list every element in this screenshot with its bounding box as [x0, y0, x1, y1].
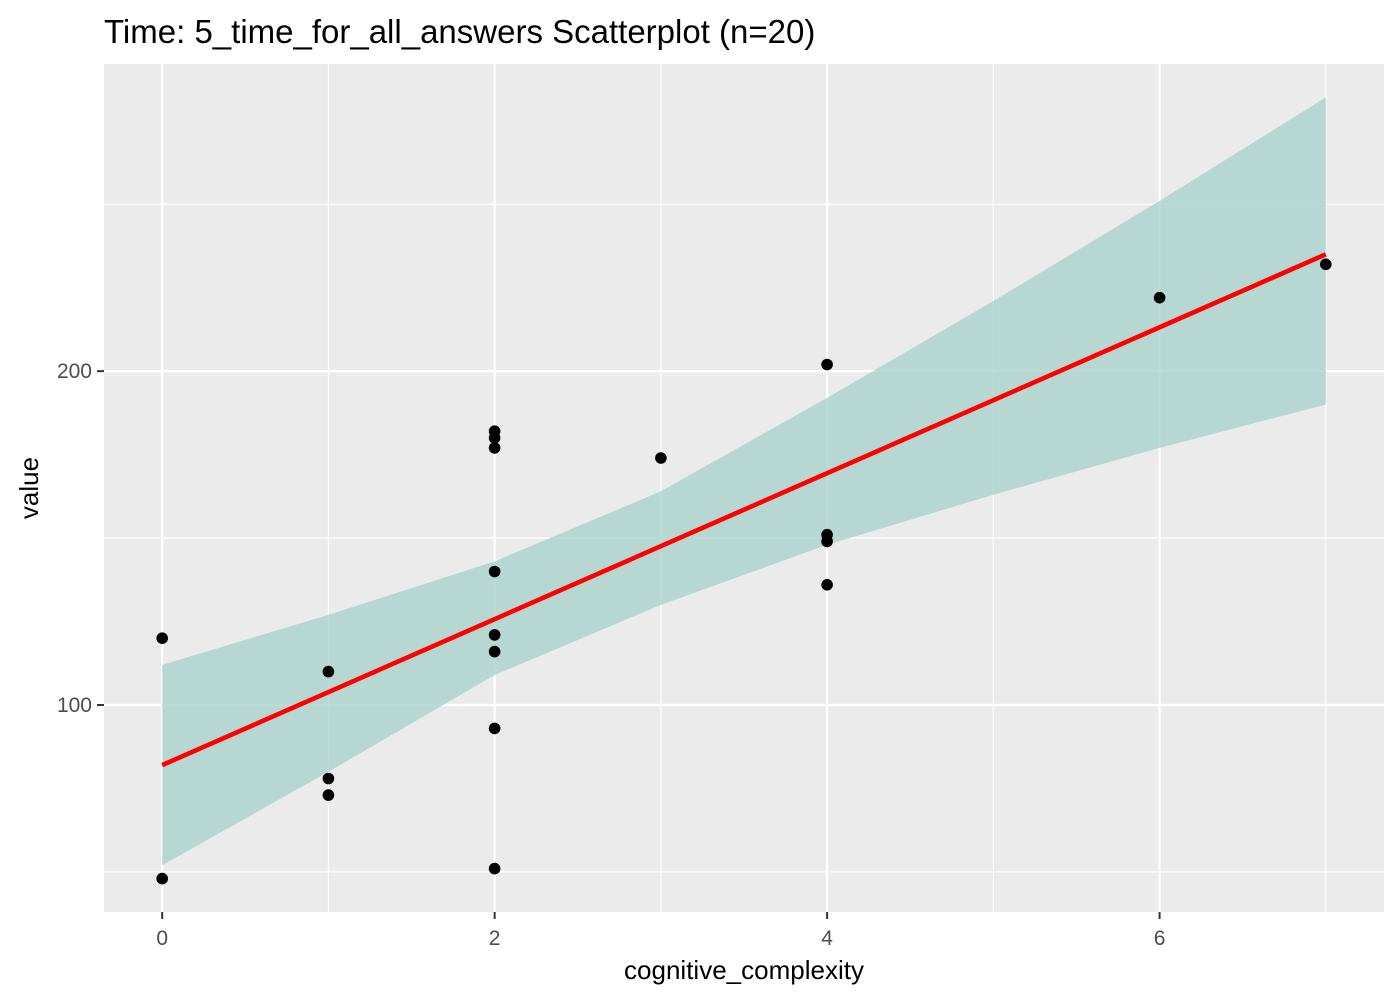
data-point: [821, 579, 833, 591]
y-tick-label: 200: [57, 360, 92, 383]
data-point: [1320, 258, 1332, 271]
data-point: [488, 722, 501, 735]
data-point: [655, 452, 667, 464]
data-points-layer: [156, 258, 1332, 885]
data-point: [1153, 291, 1166, 304]
y-axis-title: value: [14, 457, 44, 519]
x-tick-label: 6: [1154, 927, 1166, 950]
data-point: [488, 565, 501, 578]
data-point: [156, 632, 168, 644]
confidence-band-layer: [162, 97, 1326, 866]
x-tick-label: 4: [821, 927, 833, 950]
data-point: [821, 535, 833, 548]
y-tick-label: 100: [57, 694, 92, 717]
data-point: [488, 862, 501, 875]
axes: 0 2 4 6 100 200: [57, 360, 1165, 950]
data-point: [156, 872, 168, 885]
data-point: [488, 432, 501, 444]
data-point: [322, 665, 335, 678]
data-point: [821, 358, 833, 371]
data-point: [488, 442, 501, 454]
confidence-band: [162, 97, 1326, 866]
x-tick-label: 2: [489, 927, 501, 950]
x-axis-title: cognitive_complexity: [624, 955, 864, 985]
data-point: [322, 789, 335, 801]
fit-line-layer: [161, 252, 1327, 768]
regression-line: [161, 252, 1327, 768]
x-tick-label: 0: [156, 927, 168, 950]
data-point: [488, 629, 501, 641]
data-point: [488, 645, 501, 658]
chart-title: Time: 5_time_for_all_answers Scatterplot…: [104, 13, 815, 50]
data-point: [322, 772, 335, 785]
